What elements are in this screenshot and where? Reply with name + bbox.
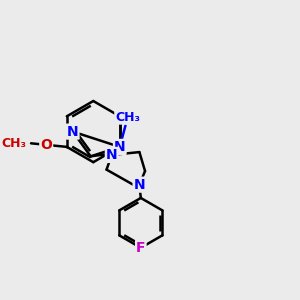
Text: O: O — [40, 138, 52, 152]
Text: N: N — [67, 124, 79, 139]
Text: N: N — [114, 140, 126, 154]
Text: N: N — [106, 148, 118, 162]
Text: F: F — [136, 241, 146, 255]
Text: N: N — [134, 178, 145, 192]
Text: CH₃: CH₃ — [1, 137, 26, 150]
Text: CH₃: CH₃ — [115, 111, 140, 124]
